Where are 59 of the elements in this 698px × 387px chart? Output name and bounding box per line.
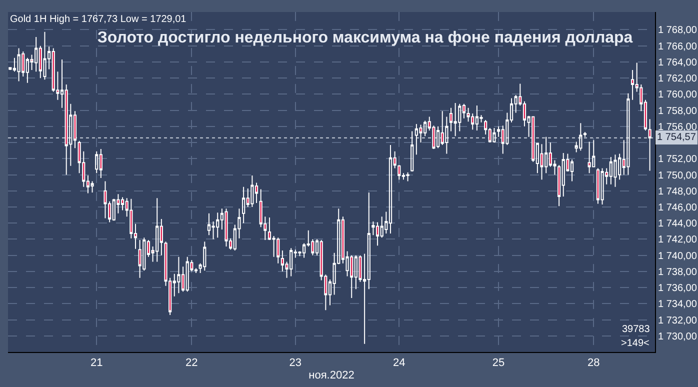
candlestick xyxy=(250,175,254,208)
candlestick xyxy=(95,150,98,174)
y-tick-label: 1 750,00 xyxy=(658,170,698,182)
candlestick xyxy=(600,168,604,206)
candlestick xyxy=(224,208,228,247)
y-tick-label: 1 740,00 xyxy=(658,250,698,262)
annotation: 39783 xyxy=(622,324,650,335)
y-tick-label: 1 736,00 xyxy=(658,283,698,294)
x-tick-label: 21 xyxy=(90,357,103,370)
y-tick-label: 1 730,00 xyxy=(658,331,698,342)
text: Золото достигло недельного максимума на фоне падения доллара xyxy=(97,30,633,47)
candlestick xyxy=(596,168,600,204)
annotation: Gold 1H High = 1767,73 Low = 1729,01 xyxy=(10,14,187,25)
candlestick xyxy=(579,122,582,152)
candlestick xyxy=(207,212,211,236)
candlestick xyxy=(449,107,453,132)
x-axis-title: ноя.2022 xyxy=(308,369,354,382)
candlestick xyxy=(583,132,587,138)
candlestick xyxy=(242,186,246,224)
y-tick-label: 1 768,00 xyxy=(658,25,698,36)
candlestick xyxy=(388,144,392,234)
candlestick xyxy=(104,180,107,219)
y-tick-label: 1 734,00 xyxy=(658,299,698,310)
candlestick xyxy=(398,164,401,180)
candlestick xyxy=(454,102,457,137)
y-tick-label: 1 766,00 xyxy=(658,41,698,52)
y-tick-label: 1 732,00 xyxy=(658,315,698,326)
y-tick-label: 1 738,00 xyxy=(658,266,698,278)
candlestick xyxy=(458,103,462,132)
candlestick xyxy=(614,154,617,188)
y-tick-label: 1 764,00 xyxy=(658,57,698,68)
candlestick xyxy=(186,256,189,292)
y-tick-label: 1 758,00 xyxy=(658,106,698,117)
x-tick-label: 23 xyxy=(289,357,302,370)
y-tick-label: 1 744,00 xyxy=(658,218,698,230)
y-tick-label: 1 756,00 xyxy=(658,122,698,133)
annotation: >149< xyxy=(621,338,650,349)
candlestick xyxy=(626,92,630,176)
candlestick xyxy=(492,128,496,144)
x-tick-label: 24 xyxy=(393,357,406,370)
y-tick-label: 1 760,00 xyxy=(658,90,698,101)
ref-line-label: 1 754,57 xyxy=(657,132,696,143)
candlestick xyxy=(406,172,410,182)
candlestick xyxy=(138,240,142,278)
y-tick-label: 1 748,00 xyxy=(658,186,698,198)
candlestick xyxy=(588,141,591,174)
y-tick-label: 1 746,00 xyxy=(658,202,698,214)
candlestick xyxy=(17,48,20,82)
x-tick-label: 25 xyxy=(492,357,505,370)
candlestick xyxy=(203,241,206,272)
y-tick-label: 1 742,00 xyxy=(658,234,698,246)
candlestick xyxy=(177,256,180,294)
candlestick xyxy=(99,148,102,178)
x-tick-label: 22 xyxy=(186,357,198,370)
y-tick-label: 1 762,00 xyxy=(658,74,698,85)
candlestick xyxy=(43,31,46,80)
x-tick-label: 28 xyxy=(588,357,600,370)
candlestick xyxy=(410,130,414,172)
y-tick-label: 1 752,00 xyxy=(658,154,698,166)
